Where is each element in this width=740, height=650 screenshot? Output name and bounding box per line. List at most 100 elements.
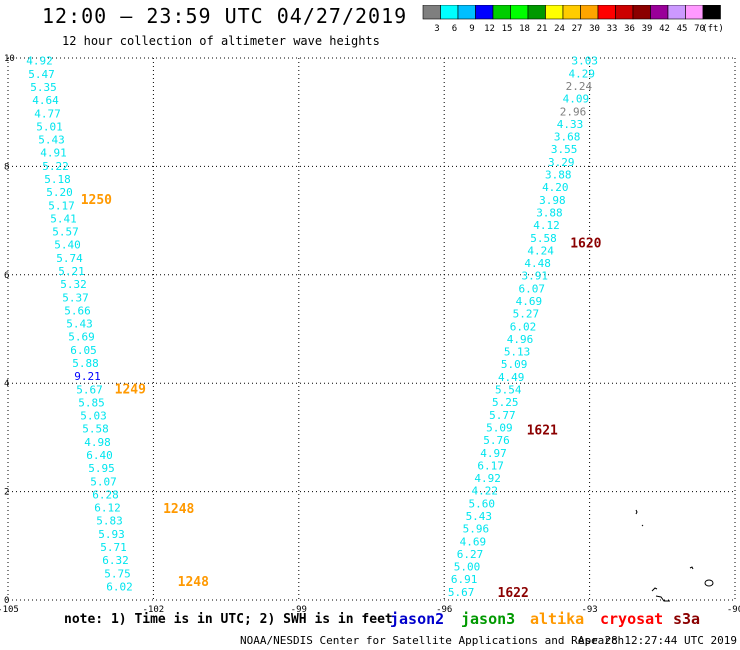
x-tick-label: -105 (0, 605, 19, 615)
wave-height-value: 5.96 (463, 523, 490, 536)
wave-height-value: 5.95 (88, 462, 115, 475)
wave-height-value: 5.75 (104, 567, 131, 580)
wave-height-value: 4.49 (498, 371, 525, 384)
wave-height-value: 4.29 (569, 67, 596, 80)
wave-height-value: 3.88 (536, 206, 563, 219)
colorbar-label: 33 (607, 24, 618, 34)
wave-height-value: 4.69 (516, 295, 543, 308)
wave-height-value: 6.40 (86, 449, 113, 462)
wave-height-value: 5.32 (60, 278, 87, 291)
colorbar-label: 6 (452, 24, 457, 34)
colorbar-label: 24 (554, 24, 565, 34)
wave-height-value: 5.88 (72, 357, 99, 370)
wave-height-value: 5.83 (96, 515, 123, 528)
x-tick-label: -96 (436, 605, 452, 615)
wave-height-value: 5.27 (513, 308, 540, 321)
legend-jason2: jason2 (390, 610, 445, 628)
wave-height-value: 4.22 (471, 485, 498, 498)
island-outline (635, 509, 638, 515)
wave-height-value: 5.13 (504, 346, 531, 359)
colorbar-label: 9 (469, 24, 474, 34)
wave-height-value: 6.12 (94, 502, 121, 515)
wave-height-value: 5.43 (66, 318, 93, 331)
wave-height-value: 5.85 (78, 396, 105, 409)
wave-height-value: 5.58 (82, 423, 109, 436)
y-tick-label: 6 (4, 271, 9, 281)
wave-height-value: 5.09 (501, 358, 528, 371)
wave-height-value: 4.92 (26, 55, 53, 68)
axis-tick-labels: -105 -102 -99 -96 -93 -90 0 2 4 6 8 10 (0, 54, 740, 615)
wave-height-value: 5.67 (76, 383, 103, 396)
footer-date: Apr 28 12:27:44 UTC 2019 (578, 634, 737, 647)
wave-height-value: 4.48 (524, 257, 551, 270)
wave-height-value: 5.17 (48, 199, 75, 212)
wave-height-value: 5.37 (62, 291, 89, 304)
wave-height-value: 4.09 (563, 93, 590, 106)
legend-s3a: s3a (673, 610, 701, 628)
s3a-track: 3.034.292.244.092.964.333.683.553.293.88… (448, 55, 598, 599)
wave-height-value: 5.60 (469, 497, 496, 510)
wave-height-value: 5.58 (530, 232, 557, 245)
colorbar-label: 39 (642, 24, 653, 34)
wave-height-value: 4.97 (480, 447, 507, 460)
wave-height-value: 4.33 (557, 118, 584, 131)
y-tick-label: 0 (4, 596, 9, 606)
island-outlines (635, 509, 714, 602)
colorbar-label: 30 (589, 24, 600, 34)
wave-height-value: 3.29 (548, 156, 575, 169)
wave-height-value: 6.07 (519, 282, 546, 295)
wave-height-value: 6.02 (106, 580, 133, 593)
island-outline (641, 524, 644, 527)
wave-height-value: 5.25 (492, 396, 519, 409)
wave-height-value: 3.03 (572, 55, 599, 68)
x-tick-label: -99 (291, 605, 307, 615)
legend-jason3: jason3 (461, 610, 516, 628)
x-tick-label: -102 (143, 605, 165, 615)
legend-altika: altika (530, 610, 585, 628)
wave-height-value: 5.20 (46, 186, 73, 199)
pass-time-labels: 1250 1249 1248 1248 1620 1621 1622 (81, 193, 602, 601)
footer-credit: NOAA/NESDIS Center for Satellite Applica… (240, 634, 625, 647)
wave-height-value: 5.00 (454, 561, 481, 574)
wave-height-value: 4.92 (474, 472, 501, 485)
wave-height-value: 4.96 (507, 333, 534, 346)
pass-time-label: 1248 (178, 575, 209, 590)
wave-height-value: 5.03 (80, 410, 107, 423)
wave-height-value: 6.28 (92, 488, 119, 501)
island-outline (689, 566, 694, 570)
wave-height-value: 3.91 (521, 270, 548, 283)
y-tick-label: 2 (4, 488, 9, 498)
pass-time-label: 1622 (498, 586, 529, 601)
wave-height-value: 9.21 (74, 370, 101, 383)
wave-height-value: 6.17 (477, 459, 504, 472)
wave-height-value: 5.09 (486, 421, 513, 434)
wave-height-value: 5.07 (90, 475, 117, 488)
wave-height-value: 2.24 (566, 80, 593, 93)
page-subtitle: 12 hour collection of altimeter wave hei… (62, 34, 380, 48)
wave-height-value: 5.67 (448, 586, 475, 599)
colorbar-label: 3 (434, 24, 439, 34)
island-outline (651, 587, 670, 602)
wave-height-value: 4.24 (527, 244, 554, 257)
wave-height-value: 5.74 (56, 252, 83, 265)
footer-note: note: 1) Time is in UTC; 2) SWH is in fe… (64, 612, 393, 627)
colorbar-label: 15 (502, 24, 513, 34)
colorbar-label: 18 (519, 24, 530, 34)
y-tick-label: 8 (4, 162, 9, 172)
wave-height-value: 3.55 (551, 143, 578, 156)
altika-track: 4.925.475.354.644.775.015.434.915.225.18… (26, 55, 132, 594)
wave-height-value: 5.93 (98, 528, 125, 541)
pass-time-label: 1250 (81, 193, 112, 208)
legend-cryosat: cryosat (600, 610, 664, 628)
wave-height-value: 5.22 (42, 160, 69, 173)
pass-time-label: 1248 (163, 502, 194, 517)
colorbar-label: 36 (624, 24, 635, 34)
wave-height-value: 5.01 (36, 120, 63, 133)
wave-height-value: 5.47 (28, 68, 55, 81)
y-tick-label: 4 (4, 379, 9, 389)
wave-height-value: 2.96 (560, 105, 587, 118)
wave-height-value: 5.71 (100, 541, 127, 554)
colorbar-label: 12 (484, 24, 495, 34)
wave-height-value: 6.32 (102, 554, 129, 567)
